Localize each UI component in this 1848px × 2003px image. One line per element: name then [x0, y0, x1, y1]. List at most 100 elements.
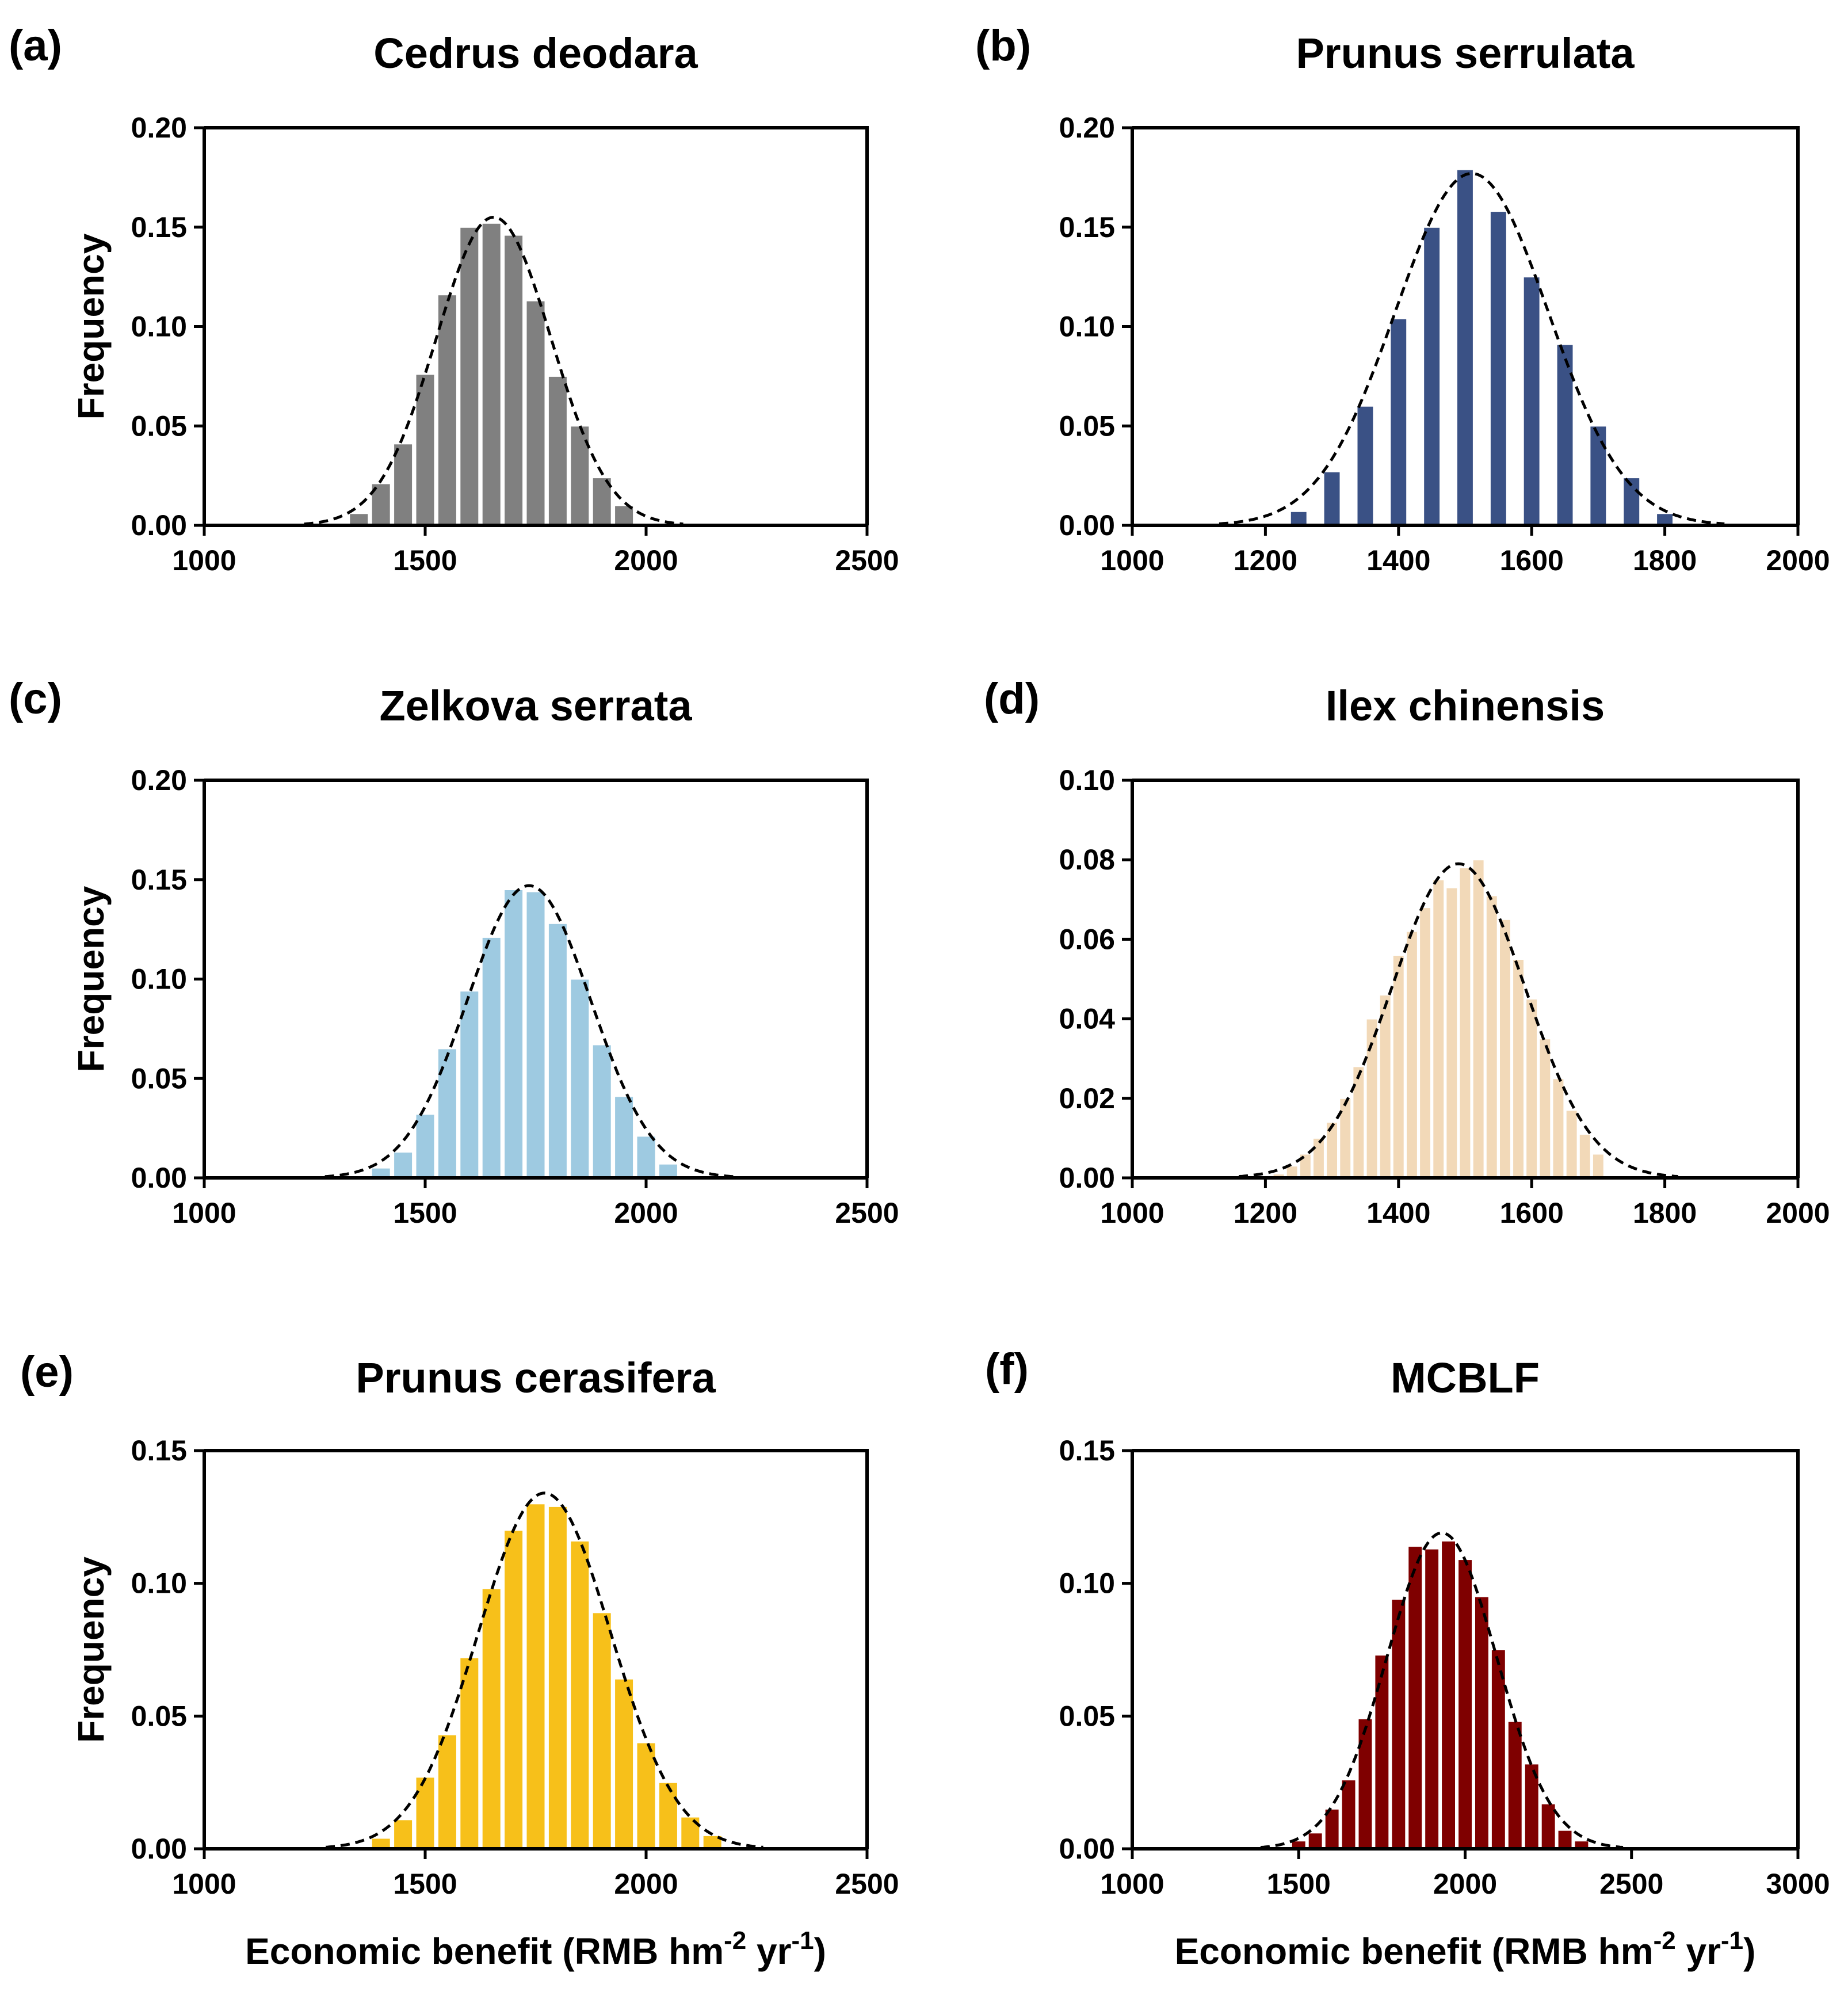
- histogram-bar: [1556, 344, 1574, 526]
- normal-fit-curve: [1238, 862, 1678, 1178]
- x-tick-label: 2000: [1433, 1868, 1497, 1900]
- histogram-bar: [1489, 211, 1507, 526]
- y-tick-label: 0.08: [1059, 844, 1115, 876]
- histogram-bar: [1499, 918, 1511, 1179]
- x-tick-label: 1500: [393, 544, 457, 577]
- x-tick-label: 1500: [1267, 1868, 1331, 1900]
- histogram-bar: [481, 1588, 502, 1849]
- histogram-bar: [658, 1163, 678, 1179]
- histogram-bar: [525, 300, 546, 526]
- histogram-bar: [1312, 1137, 1325, 1179]
- x-tick-label: 1500: [393, 1197, 457, 1229]
- y-tick-label: 0.10: [1059, 764, 1115, 796]
- normal-fit-curve: [1260, 1531, 1624, 1849]
- panel-label: (e): [20, 1348, 74, 1397]
- x-tick-label: 1200: [1234, 544, 1297, 577]
- y-tick-label: 0.10: [1059, 311, 1115, 343]
- y-tick-label: 0.00: [131, 1162, 187, 1194]
- histogram-bar: [1578, 1134, 1591, 1178]
- histogram-bar: [393, 1151, 414, 1178]
- plot-frame: [1132, 1449, 1800, 1849]
- y-axis-title: Frequency: [70, 233, 112, 419]
- histogram-bar: [415, 1113, 436, 1179]
- x-tick-label: 2000: [1766, 544, 1830, 577]
- histogram-bar: [1391, 1598, 1407, 1850]
- y-tick-label: 0.00: [1059, 1833, 1115, 1865]
- histogram-bar: [570, 1540, 590, 1849]
- histogram-bar: [636, 1135, 656, 1179]
- x-axis-title-superscript: -1: [1721, 1926, 1743, 1955]
- x-axis-title-superscript: -2: [724, 1926, 746, 1955]
- x-axis-title: Economic benefit (RMB hm-2 yr-1): [245, 1926, 826, 1972]
- x-axis-title-part: yr: [1676, 1930, 1721, 1972]
- x-axis-title-part: yr: [746, 1930, 791, 1972]
- y-tick-label: 0.05: [1059, 410, 1115, 442]
- y-tick-label: 0.05: [131, 1062, 187, 1094]
- histogram-bar: [1525, 998, 1538, 1178]
- x-tick-label: 1000: [172, 1197, 236, 1229]
- histogram-bar: [1423, 226, 1441, 526]
- histogram-bar: [636, 1742, 656, 1849]
- y-tick-label: 0.20: [131, 764, 187, 796]
- histogram-bar: [459, 990, 480, 1178]
- plot-frame: [1132, 126, 1800, 525]
- y-tick-label: 0.10: [131, 1567, 187, 1600]
- x-tick-label: 2500: [835, 1197, 899, 1229]
- y-tick-label: 0.06: [1059, 923, 1115, 955]
- histogram-bar: [1538, 1038, 1552, 1178]
- histogram-bar: [437, 1048, 457, 1179]
- plot-frame: [204, 126, 869, 525]
- y-tick-label: 0.00: [1059, 509, 1115, 541]
- histogram-bar: [525, 891, 546, 1178]
- x-axis-title-part: ): [814, 1930, 826, 1972]
- plot-frame: [204, 779, 869, 1178]
- histogram-bar: [1522, 276, 1541, 526]
- y-axis-title: Frequency: [70, 886, 112, 1072]
- x-axis-title-part: Economic benefit (RMB hm: [245, 1930, 724, 1972]
- normal-fit-curve: [304, 215, 684, 526]
- histogram-bar: [1552, 1078, 1565, 1179]
- histogram-bar: [1656, 513, 1674, 526]
- histogram-bar: [437, 294, 457, 526]
- x-tick-label: 2500: [835, 544, 899, 577]
- x-tick-label: 1000: [1100, 1197, 1164, 1229]
- chart-title: Zelkova serrata: [379, 682, 692, 730]
- y-tick-label: 0.20: [131, 112, 187, 144]
- histogram-bar: [1622, 477, 1641, 526]
- x-tick-label: 1400: [1366, 544, 1430, 577]
- histogram-bar: [503, 1529, 524, 1849]
- x-tick-label: 2000: [614, 544, 678, 577]
- x-tick-label: 1500: [393, 1868, 457, 1900]
- histogram-bar: [1356, 405, 1374, 526]
- y-tick-label: 0.05: [1059, 1700, 1115, 1732]
- histogram-bar: [1458, 867, 1472, 1178]
- chart-title: Cedrus deodara: [373, 29, 698, 77]
- histogram-bar: [1474, 1596, 1490, 1849]
- histogram-bar: [503, 889, 524, 1178]
- histogram-bar: [393, 443, 414, 526]
- histogram-bar: [1419, 907, 1432, 1178]
- histogram-bar: [1507, 1720, 1523, 1850]
- y-tick-label: 0.04: [1059, 1003, 1116, 1035]
- x-tick-label: 2000: [1766, 1197, 1830, 1229]
- histogram-bar: [415, 1776, 436, 1849]
- y-tick-label: 0.05: [131, 1700, 187, 1732]
- histogram-bar: [1424, 1548, 1440, 1849]
- y-tick-label: 0.10: [131, 963, 187, 995]
- histogram-bar: [1565, 1109, 1578, 1178]
- histogram-bar: [1457, 1559, 1473, 1850]
- x-axis-title-part: ): [1743, 1930, 1755, 1972]
- histogram-bar: [1432, 879, 1445, 1179]
- histogram-bar: [1485, 895, 1498, 1179]
- panel-label: (a): [9, 21, 62, 70]
- x-tick-label: 1600: [1500, 1197, 1564, 1229]
- x-tick-label: 1000: [1100, 544, 1164, 577]
- x-axis-title-superscript: -2: [1654, 1926, 1676, 1955]
- histogram-bar: [503, 234, 524, 526]
- histogram-bar: [1441, 1540, 1457, 1849]
- x-tick-label: 2000: [614, 1197, 678, 1229]
- histogram-bar: [481, 936, 502, 1179]
- y-tick-label: 0.02: [1059, 1082, 1115, 1115]
- histogram-bar: [1512, 959, 1525, 1178]
- histogram-bar: [614, 1678, 635, 1849]
